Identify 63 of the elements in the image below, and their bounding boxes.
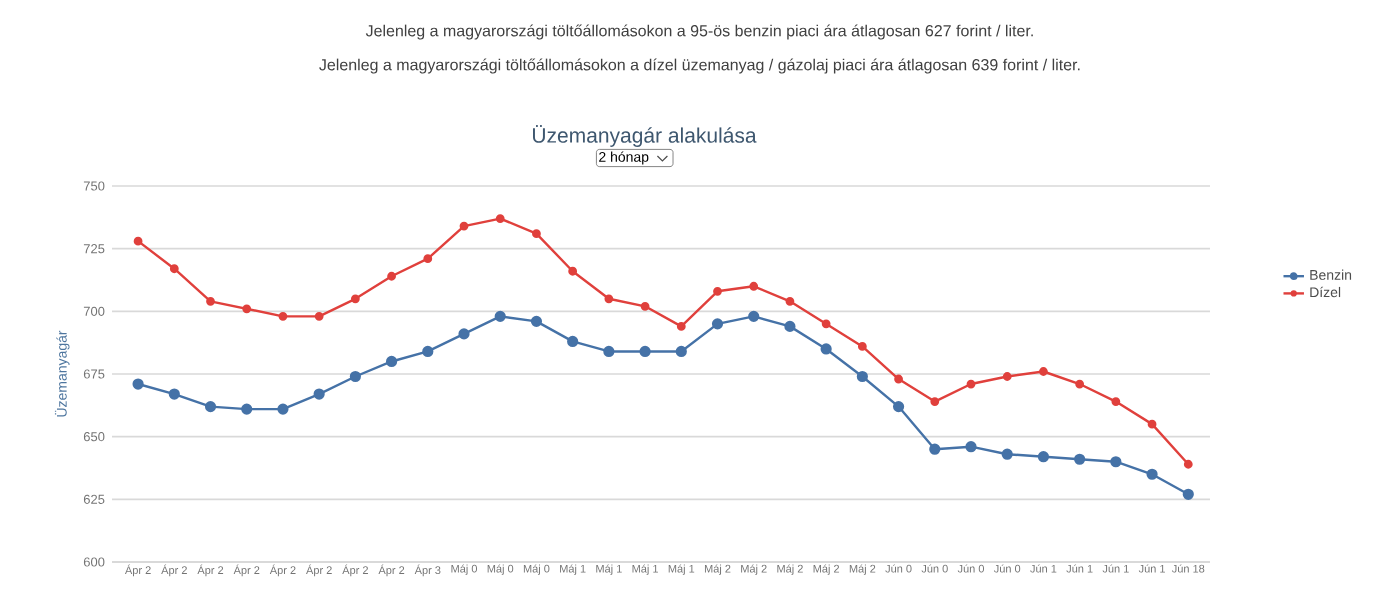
point — [749, 281, 759, 291]
point — [892, 400, 905, 413]
point — [894, 374, 903, 384]
point — [133, 236, 143, 246]
point — [206, 296, 215, 306]
point — [676, 321, 686, 331]
point — [930, 397, 940, 406]
point — [204, 400, 217, 413]
point — [132, 378, 144, 390]
point — [604, 294, 614, 304]
point — [821, 319, 831, 329]
point — [567, 335, 579, 348]
point — [1002, 372, 1012, 381]
point — [458, 328, 470, 340]
point — [1037, 451, 1050, 463]
point — [965, 441, 977, 453]
point — [568, 266, 578, 276]
point — [313, 388, 325, 400]
point — [640, 301, 650, 311]
point — [1039, 367, 1048, 376]
point — [314, 311, 324, 321]
text: Jelenleg a magyarországi töltőállomásokon a dízel üzemanyag / gázolaj piaci ára átlagosan 639 forint / liter. — [319, 58, 1080, 74]
point — [1146, 468, 1158, 480]
point — [532, 229, 541, 239]
point — [277, 403, 289, 415]
point — [1182, 488, 1194, 500]
point — [494, 310, 506, 322]
point — [495, 214, 505, 223]
point — [1075, 379, 1085, 389]
point — [278, 311, 288, 321]
point — [1074, 453, 1086, 465]
point — [349, 370, 361, 383]
point — [423, 254, 433, 264]
text: Jelenleg a magyarországi töltőállomásokon a 95-ös benzin piaci ára átlagosan 627 forint / liter. — [365, 24, 1033, 40]
point — [387, 271, 396, 281]
point — [459, 221, 469, 231]
point — [603, 345, 615, 358]
point — [1001, 448, 1013, 460]
chart-title: Üzemanyagár alakulása — [533, 125, 757, 147]
point — [966, 379, 976, 389]
point — [748, 310, 760, 322]
point — [711, 318, 724, 330]
point — [820, 343, 832, 355]
point — [856, 370, 868, 383]
point — [385, 355, 398, 368]
point — [1147, 419, 1157, 429]
point — [350, 294, 360, 304]
point — [241, 403, 253, 415]
point — [784, 320, 796, 332]
point — [1110, 456, 1122, 468]
point — [929, 443, 941, 455]
point — [422, 345, 434, 358]
point — [785, 296, 795, 306]
point — [1111, 397, 1121, 406]
point — [242, 304, 252, 314]
point — [168, 388, 180, 400]
point — [530, 315, 543, 327]
point — [857, 342, 867, 351]
point — [639, 345, 651, 358]
point — [1183, 459, 1193, 469]
point — [675, 345, 687, 358]
point — [713, 286, 722, 296]
point — [169, 264, 179, 274]
